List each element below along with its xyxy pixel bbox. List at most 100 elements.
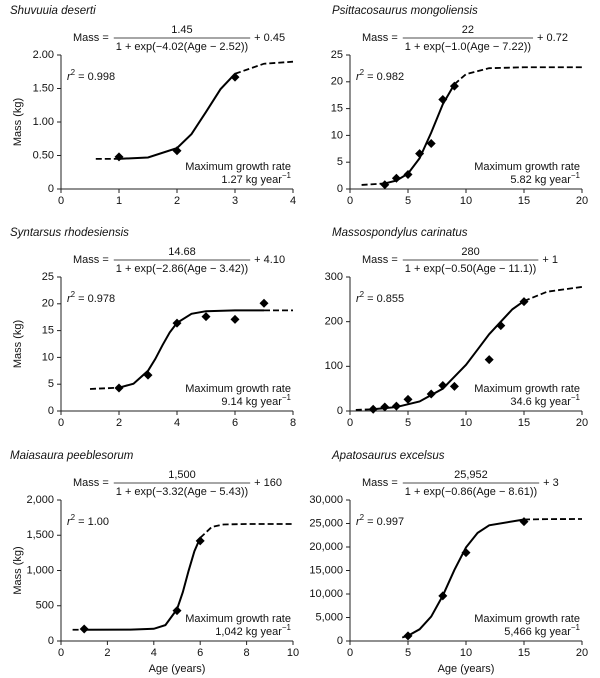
panel-title: Syntarsus rhodesiensis [10, 227, 129, 239]
x-tick-label: 4 [174, 417, 180, 429]
growth-label: Maximum growth rate [185, 161, 291, 173]
panel: Maiasaura peeblesorum Mass = 1,500 1 + exp(… [10, 450, 299, 675]
x-tick-label: 20 [576, 417, 588, 429]
growth-rate: 5.82 kg year−1 [510, 171, 580, 186]
growth-rate: 5,466 kg year−1 [504, 623, 580, 638]
data-point [403, 170, 413, 180]
equation-numerator: 1,500 [168, 469, 196, 481]
r-squared: r2 = 0.998 [67, 68, 115, 83]
data-point [201, 312, 211, 322]
x-tick-label: 0 [347, 417, 353, 429]
x-axis-label: Age (years) [438, 663, 495, 675]
equation-lhs: Mass = [73, 32, 109, 44]
growth-exponent: −1 [282, 171, 292, 180]
data-point [449, 81, 459, 91]
data-point [449, 381, 459, 391]
growth-value: 9.14 kg year [221, 396, 282, 408]
x-tick-label: 0 [58, 195, 64, 207]
data-point [484, 355, 494, 365]
data-point [259, 298, 269, 308]
equation-numerator: 14.68 [168, 246, 196, 258]
data-point [519, 517, 529, 527]
x-tick-label: 6 [232, 417, 238, 429]
y-tick-label: 15 [42, 325, 54, 337]
data-point [114, 152, 124, 162]
r-squared: r2 = 1.00 [67, 513, 109, 528]
data-point [380, 180, 390, 190]
r-squared: r2 = 0.997 [356, 513, 404, 528]
growth-exponent: −1 [571, 623, 581, 632]
fit-curve-extrapolated [234, 60, 294, 75]
y-tick-label: 25 [42, 271, 54, 283]
r-value: = 0.982 [367, 71, 404, 83]
y-tick-label: 5 [337, 156, 343, 168]
data-point [426, 138, 436, 148]
panel-title: Shuvuuia deserti [10, 5, 96, 17]
growth-value: 1,042 kg year [215, 626, 282, 638]
fit-curve [118, 73, 236, 160]
equation-denominator: 1 + exp(−1.0(Age − 7.22)) [405, 41, 531, 53]
x-tick-label: 15 [518, 417, 530, 429]
growth-exponent: −1 [282, 393, 292, 402]
x-tick-label: 2 [116, 417, 122, 429]
y-tick-label: 1,500 [26, 529, 54, 541]
y-axis-label: Mass (kg) [12, 546, 24, 594]
equation-lhs: Mass = [362, 477, 398, 489]
y-tick-label: 2.00 [33, 49, 54, 61]
growth-rate: 34.6 kg year−1 [510, 393, 580, 408]
y-tick-label: 100 [325, 360, 343, 372]
y-axis-label: Mass (kg) [12, 320, 24, 368]
equation-denominator: 1 + exp(−4.02(Age − 2.52)) [116, 41, 248, 53]
data-point [114, 383, 124, 393]
fit-curve [407, 518, 525, 637]
data-point [172, 146, 182, 156]
r-squared: r2 = 0.978 [67, 290, 115, 305]
y-tick-label: 0 [48, 183, 54, 195]
data-point [403, 394, 413, 404]
x-tick-label: 4 [290, 195, 296, 207]
x-tick-label: 10 [460, 647, 472, 659]
panel: Syntarsus rhodesiensis Mass = 14.68 1 + exp… [10, 227, 296, 429]
r-exponent: 2 [360, 68, 365, 77]
r-squared: r2 = 0.982 [356, 68, 404, 83]
r-exponent: 2 [71, 513, 76, 522]
equation-offset: + 160 [254, 477, 282, 489]
y-tick-label: 10 [331, 129, 343, 141]
y-tick-label: 1.00 [33, 116, 54, 128]
r-symbol: r [356, 71, 361, 83]
x-tick-label: 0 [58, 417, 64, 429]
data-point [426, 389, 436, 399]
growth-rate: 1,042 kg year−1 [215, 623, 291, 638]
y-tick-label: 15 [331, 103, 343, 115]
data-point [380, 402, 390, 412]
equation-offset: + 3 [543, 477, 559, 489]
x-tick-label: 15 [518, 647, 530, 659]
y-tick-label: 300 [325, 271, 343, 283]
r-symbol: r [356, 516, 361, 528]
y-tick-label: 0 [337, 183, 343, 195]
equation-lhs: Mass = [73, 477, 109, 489]
fit-curve-extrapolated [523, 286, 583, 302]
equation-denominator: 1 + exp(−2.86(Age − 3.42)) [116, 263, 248, 275]
x-tick-label: 20 [576, 647, 588, 659]
data-point [438, 381, 448, 391]
panel: Massospondylus carinatus Mass = 280 1 + exp… [325, 227, 588, 429]
x-tick-label: 5 [405, 647, 411, 659]
x-tick-label: 1 [116, 195, 122, 207]
x-tick-label: 10 [287, 647, 299, 659]
equation-denominator: 1 + exp(−3.32(Age − 5.43)) [116, 486, 248, 498]
growth-label: Maximum growth rate [185, 613, 291, 625]
y-tick-label: 2,000 [26, 494, 54, 506]
growth-rate: 1.27 kg year−1 [221, 171, 291, 186]
growth-label: Maximum growth rate [474, 383, 580, 395]
x-tick-label: 0 [347, 195, 353, 207]
x-axis-label: Age (years) [149, 663, 206, 675]
panel-title: Apatosaurus excelsus [331, 450, 445, 462]
growth-value: 34.6 kg year [510, 396, 571, 408]
data-point [368, 404, 378, 414]
equation-numerator: 22 [462, 24, 474, 36]
r-symbol: r [67, 71, 72, 83]
r-symbol: r [67, 293, 72, 305]
r-value: = 1.00 [78, 516, 109, 528]
growth-value: 5,466 kg year [504, 626, 571, 638]
